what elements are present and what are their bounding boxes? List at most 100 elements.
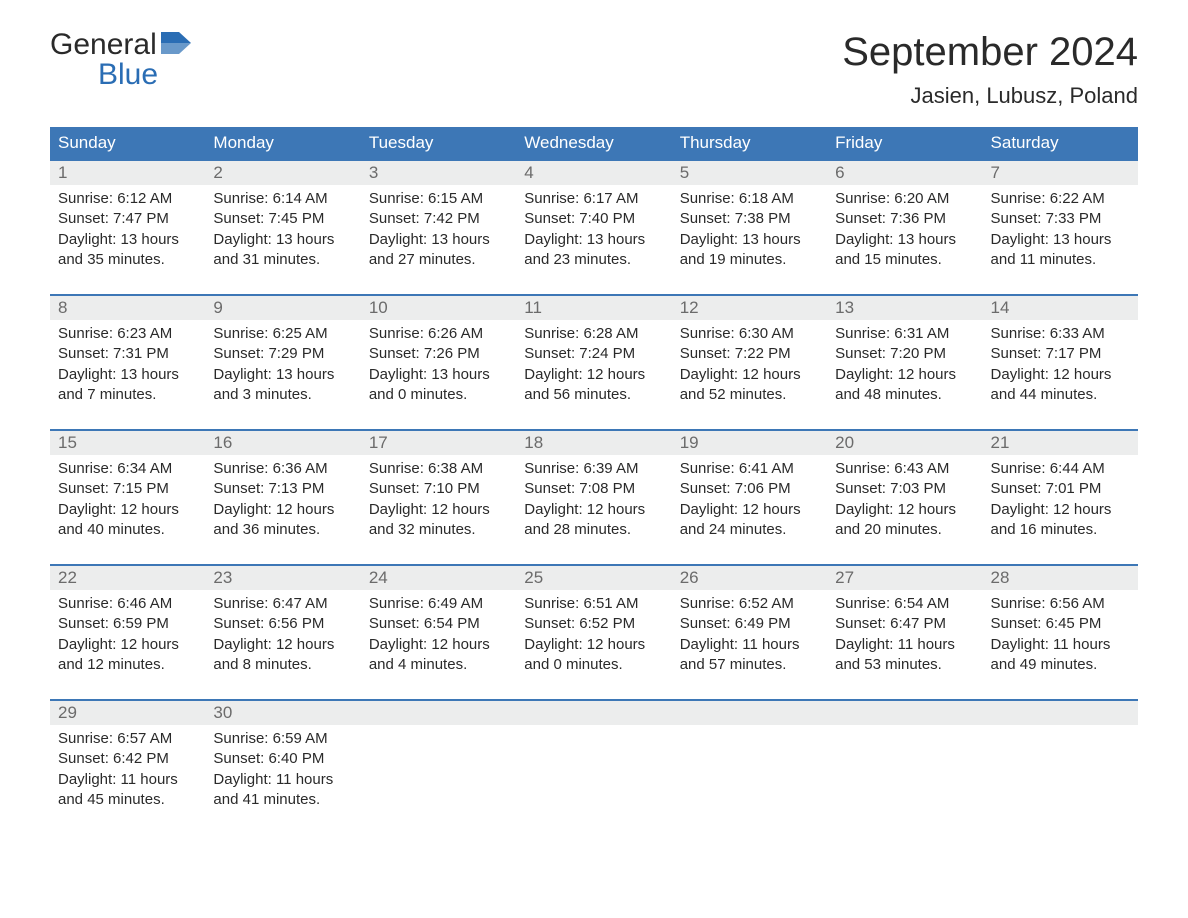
calendar-table: SundayMondayTuesdayWednesdayThursdayFrid… — [50, 127, 1138, 834]
daylight-line2: and 36 minutes. — [213, 520, 352, 540]
daylight-line1: Daylight: 11 hours — [991, 635, 1130, 655]
daylight-line1: Daylight: 13 hours — [991, 230, 1130, 250]
calendar-body: 1Sunrise: 6:12 AMSunset: 7:47 PMDaylight… — [50, 160, 1138, 834]
day-number: 9 — [205, 296, 360, 320]
sunrise-line: Sunrise: 6:15 AM — [369, 189, 508, 209]
sunrise-line: Sunrise: 6:54 AM — [835, 594, 974, 614]
location-text: Jasien, Lubusz, Poland — [842, 83, 1138, 109]
daylight-line1: Daylight: 13 hours — [58, 230, 197, 250]
empty-daynum — [516, 701, 671, 725]
day-number: 17 — [361, 431, 516, 455]
day-data: Sunrise: 6:15 AMSunset: 7:42 PMDaylight:… — [361, 185, 516, 270]
sunset-line: Sunset: 6:47 PM — [835, 614, 974, 634]
day-number: 12 — [672, 296, 827, 320]
daylight-line1: Daylight: 12 hours — [524, 500, 663, 520]
sunrise-line: Sunrise: 6:30 AM — [680, 324, 819, 344]
day-data: Sunrise: 6:56 AMSunset: 6:45 PMDaylight:… — [983, 590, 1138, 675]
daylight-line2: and 11 minutes. — [991, 250, 1130, 270]
daylight-line2: and 19 minutes. — [680, 250, 819, 270]
daylight-line1: Daylight: 12 hours — [369, 500, 508, 520]
day-data: Sunrise: 6:43 AMSunset: 7:03 PMDaylight:… — [827, 455, 982, 540]
weekday-header: Sunday — [50, 127, 205, 160]
daylight-line1: Daylight: 13 hours — [680, 230, 819, 250]
calendar-cell: 11Sunrise: 6:28 AMSunset: 7:24 PMDayligh… — [516, 295, 671, 430]
calendar-cell: 14Sunrise: 6:33 AMSunset: 7:17 PMDayligh… — [983, 295, 1138, 430]
sunset-line: Sunset: 6:52 PM — [524, 614, 663, 634]
sunrise-line: Sunrise: 6:38 AM — [369, 459, 508, 479]
sunset-line: Sunset: 6:56 PM — [213, 614, 352, 634]
calendar-cell: 1Sunrise: 6:12 AMSunset: 7:47 PMDaylight… — [50, 160, 205, 295]
day-number: 16 — [205, 431, 360, 455]
sunset-line: Sunset: 6:49 PM — [680, 614, 819, 634]
daylight-line2: and 53 minutes. — [835, 655, 974, 675]
day-data: Sunrise: 6:44 AMSunset: 7:01 PMDaylight:… — [983, 455, 1138, 540]
calendar-cell: 23Sunrise: 6:47 AMSunset: 6:56 PMDayligh… — [205, 565, 360, 700]
daylight-line1: Daylight: 11 hours — [835, 635, 974, 655]
sunrise-line: Sunrise: 6:59 AM — [213, 729, 352, 749]
weekday-header: Thursday — [672, 127, 827, 160]
day-data: Sunrise: 6:31 AMSunset: 7:20 PMDaylight:… — [827, 320, 982, 405]
sunrise-line: Sunrise: 6:23 AM — [58, 324, 197, 344]
daylight-line2: and 57 minutes. — [680, 655, 819, 675]
weekday-header: Wednesday — [516, 127, 671, 160]
weekday-header: Saturday — [983, 127, 1138, 160]
weekday-header: Monday — [205, 127, 360, 160]
calendar-row: 8Sunrise: 6:23 AMSunset: 7:31 PMDaylight… — [50, 295, 1138, 430]
sunset-line: Sunset: 7:13 PM — [213, 479, 352, 499]
daylight-line1: Daylight: 12 hours — [524, 635, 663, 655]
day-data: Sunrise: 6:36 AMSunset: 7:13 PMDaylight:… — [205, 455, 360, 540]
calendar-cell: 17Sunrise: 6:38 AMSunset: 7:10 PMDayligh… — [361, 430, 516, 565]
empty-daynum — [983, 701, 1138, 725]
sunset-line: Sunset: 6:42 PM — [58, 749, 197, 769]
daylight-line1: Daylight: 12 hours — [680, 365, 819, 385]
day-number: 26 — [672, 566, 827, 590]
day-data: Sunrise: 6:12 AMSunset: 7:47 PMDaylight:… — [50, 185, 205, 270]
day-number: 4 — [516, 161, 671, 185]
day-data: Sunrise: 6:17 AMSunset: 7:40 PMDaylight:… — [516, 185, 671, 270]
sunset-line: Sunset: 7:03 PM — [835, 479, 974, 499]
calendar-cell: 16Sunrise: 6:36 AMSunset: 7:13 PMDayligh… — [205, 430, 360, 565]
sunrise-line: Sunrise: 6:57 AM — [58, 729, 197, 749]
calendar-cell: 20Sunrise: 6:43 AMSunset: 7:03 PMDayligh… — [827, 430, 982, 565]
sunrise-line: Sunrise: 6:52 AM — [680, 594, 819, 614]
calendar-row: 1Sunrise: 6:12 AMSunset: 7:47 PMDaylight… — [50, 160, 1138, 295]
calendar-cell: 24Sunrise: 6:49 AMSunset: 6:54 PMDayligh… — [361, 565, 516, 700]
day-data: Sunrise: 6:18 AMSunset: 7:38 PMDaylight:… — [672, 185, 827, 270]
logo: General Blue — [50, 30, 191, 90]
day-data: Sunrise: 6:25 AMSunset: 7:29 PMDaylight:… — [205, 320, 360, 405]
day-data: Sunrise: 6:54 AMSunset: 6:47 PMDaylight:… — [827, 590, 982, 675]
day-data: Sunrise: 6:20 AMSunset: 7:36 PMDaylight:… — [827, 185, 982, 270]
day-number: 27 — [827, 566, 982, 590]
day-data: Sunrise: 6:46 AMSunset: 6:59 PMDaylight:… — [50, 590, 205, 675]
day-data: Sunrise: 6:47 AMSunset: 6:56 PMDaylight:… — [205, 590, 360, 675]
day-data: Sunrise: 6:41 AMSunset: 7:06 PMDaylight:… — [672, 455, 827, 540]
daylight-line2: and 31 minutes. — [213, 250, 352, 270]
calendar-row: 29Sunrise: 6:57 AMSunset: 6:42 PMDayligh… — [50, 700, 1138, 834]
daylight-line1: Daylight: 13 hours — [213, 230, 352, 250]
calendar-cell: 6Sunrise: 6:20 AMSunset: 7:36 PMDaylight… — [827, 160, 982, 295]
logo-text-blue: Blue — [98, 60, 191, 90]
daylight-line2: and 27 minutes. — [369, 250, 508, 270]
daylight-line1: Daylight: 12 hours — [524, 365, 663, 385]
daylight-line1: Daylight: 12 hours — [58, 500, 197, 520]
daylight-line2: and 0 minutes. — [524, 655, 663, 675]
calendar-cell: 27Sunrise: 6:54 AMSunset: 6:47 PMDayligh… — [827, 565, 982, 700]
day-number: 2 — [205, 161, 360, 185]
day-data: Sunrise: 6:49 AMSunset: 6:54 PMDaylight:… — [361, 590, 516, 675]
sunrise-line: Sunrise: 6:28 AM — [524, 324, 663, 344]
day-data: Sunrise: 6:34 AMSunset: 7:15 PMDaylight:… — [50, 455, 205, 540]
sunrise-line: Sunrise: 6:33 AM — [991, 324, 1130, 344]
weekday-header: Tuesday — [361, 127, 516, 160]
daylight-line2: and 45 minutes. — [58, 790, 197, 810]
empty-daynum — [672, 701, 827, 725]
daylight-line1: Daylight: 13 hours — [524, 230, 663, 250]
day-data: Sunrise: 6:51 AMSunset: 6:52 PMDaylight:… — [516, 590, 671, 675]
daylight-line2: and 35 minutes. — [58, 250, 197, 270]
daylight-line1: Daylight: 11 hours — [680, 635, 819, 655]
daylight-line2: and 3 minutes. — [213, 385, 352, 405]
sunrise-line: Sunrise: 6:17 AM — [524, 189, 663, 209]
sunset-line: Sunset: 7:06 PM — [680, 479, 819, 499]
day-number: 13 — [827, 296, 982, 320]
sunset-line: Sunset: 7:26 PM — [369, 344, 508, 364]
sunset-line: Sunset: 7:31 PM — [58, 344, 197, 364]
